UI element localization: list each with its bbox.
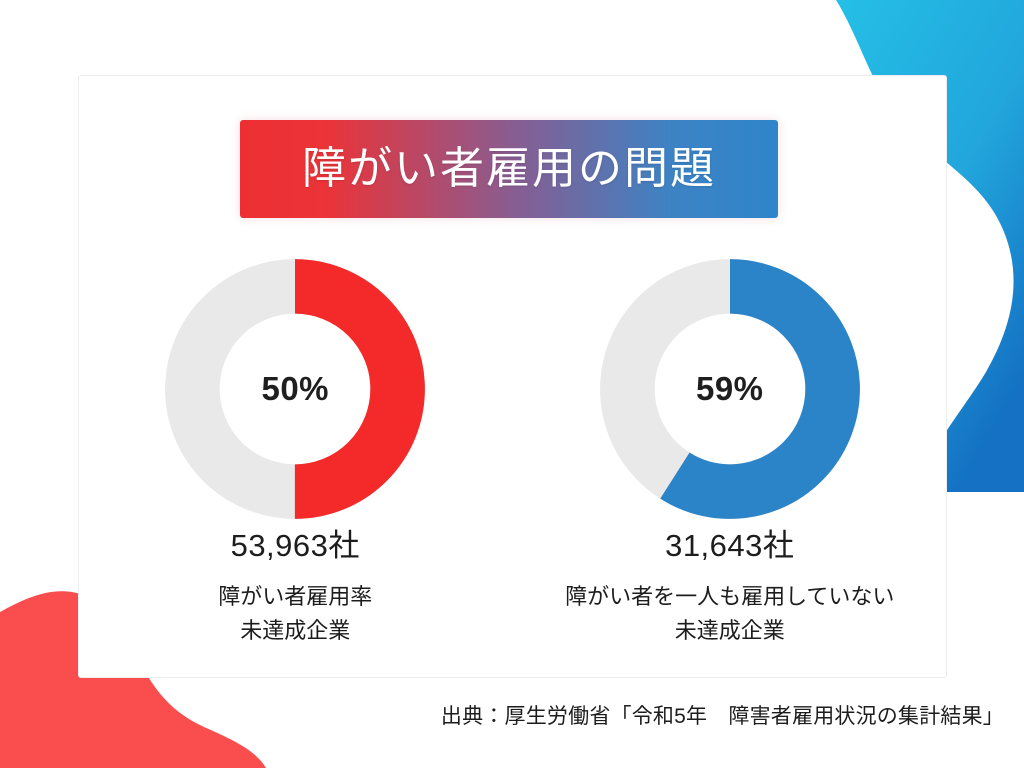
caption-description-right: 障がい者を一人も雇用していない 未達成企業 [523,580,938,648]
donut-percent-right: 59% [695,370,764,407]
caption-line: 未達成企業 [240,617,351,643]
donut-charts-row: 50% 59% [78,258,947,538]
source-note: 出典：厚生労働省「令和5年 障害者雇用状況の集計結果」 [440,705,1004,728]
caption-line: 障がい者を一人も雇用していない [565,583,895,609]
caption-line: 障がい者雇用率 [218,583,373,609]
donut-value-right [599,259,860,519]
page-title: 障がい者雇用の問題 [302,144,716,193]
chart-column-right: 59% [513,258,948,538]
donut-percent-left: 50% [261,370,330,407]
company-count-left: 53,963社 [230,528,360,563]
caption-description-left: 障がい者雇用率 未達成企業 [88,580,503,648]
caption-left: 53,963社 障がい者雇用率 未達成企業 [78,527,513,648]
donut-chart-no-employment: 59% [599,258,861,520]
donut-value-left [165,259,426,519]
caption-line: 未達成企業 [674,617,785,643]
company-count-right: 31,643社 [665,528,795,563]
donut-chart-employment-rate: 50% [164,258,426,520]
title-banner: 障がい者雇用の問題 [240,120,778,218]
captions-row: 53,963社 障がい者雇用率 未達成企業 31,643社 障がい者を一人も雇用… [78,527,947,648]
caption-right: 31,643社 障がい者を一人も雇用していない 未達成企業 [513,527,948,648]
chart-column-left: 50% [78,258,513,538]
